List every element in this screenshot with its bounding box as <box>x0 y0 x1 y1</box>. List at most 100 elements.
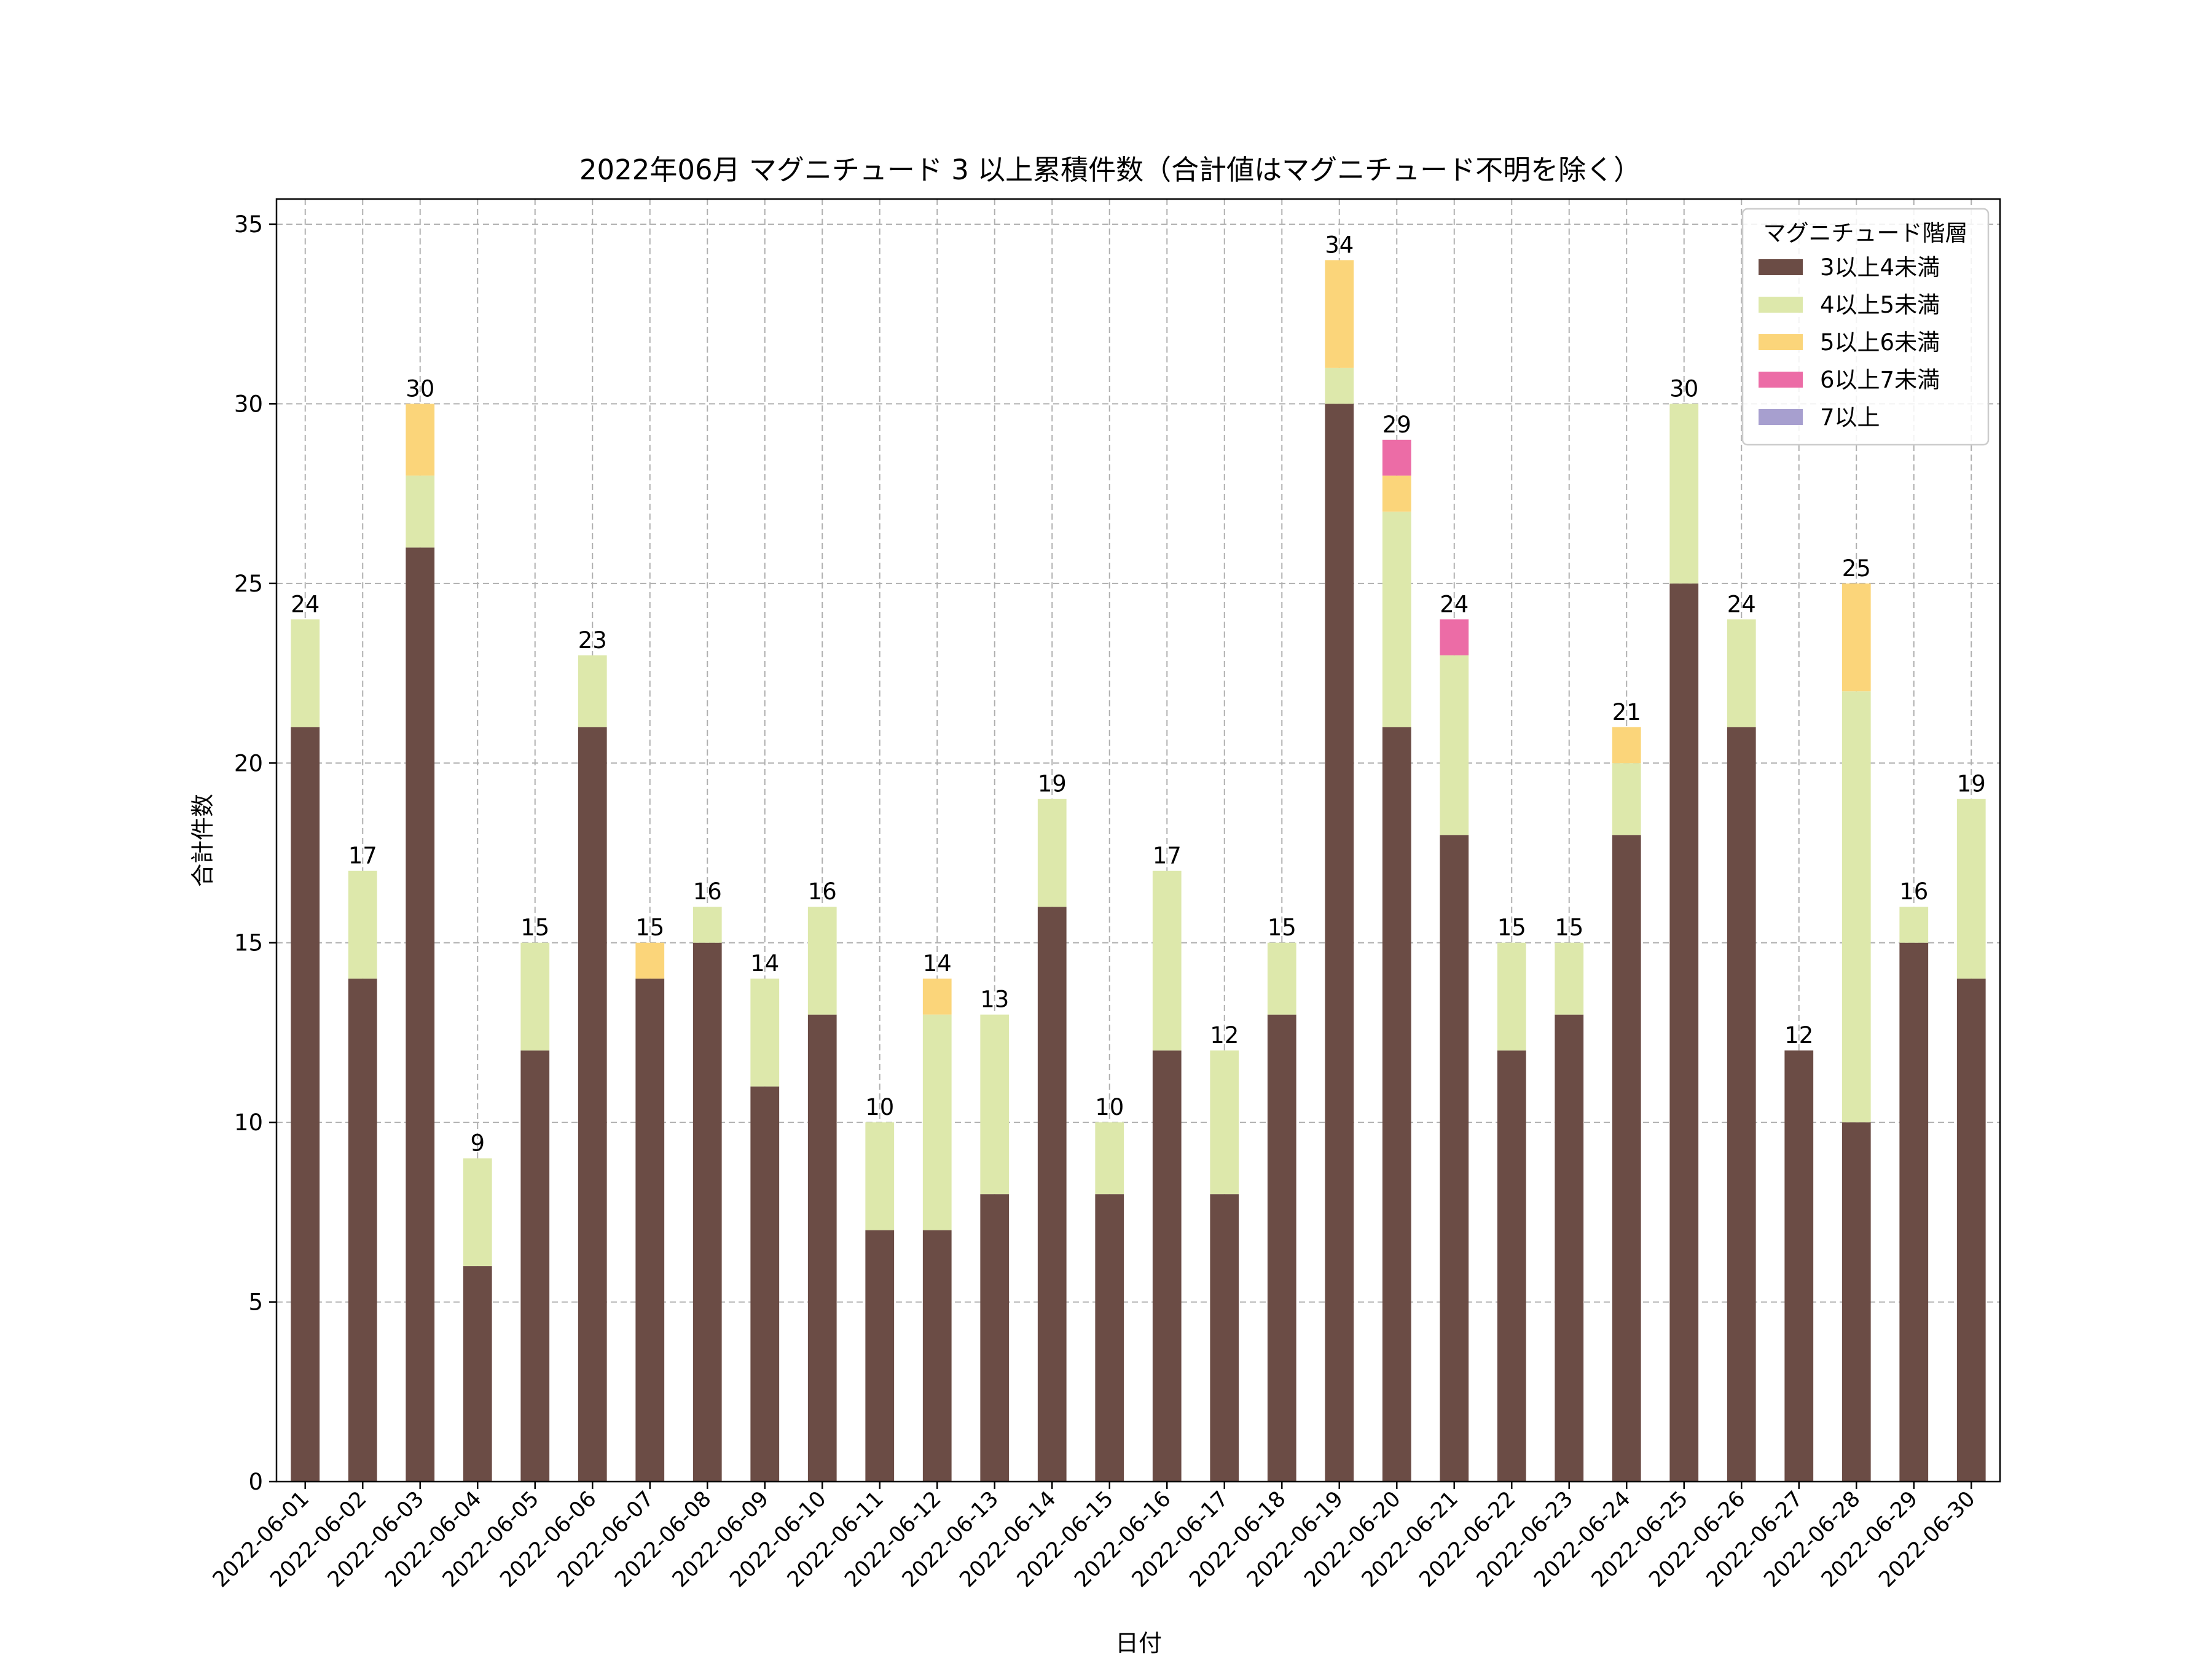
x-axis: 2022-06-012022-06-022022-06-032022-06-04… <box>208 1482 1980 1592</box>
bar-segment-series-2 <box>1555 942 1584 1015</box>
bar-segment-series-2 <box>1841 691 1871 1123</box>
bar-segment-series-2 <box>807 907 837 1015</box>
bar-total-label: 17 <box>348 843 377 869</box>
legend-swatch <box>1759 259 1803 275</box>
y-tick-label: 30 <box>234 391 263 417</box>
bar-segment-series-2 <box>980 1014 1010 1195</box>
y-tick-label: 25 <box>234 571 263 597</box>
y-tick-label: 5 <box>248 1289 263 1316</box>
bar-segment-series-2 <box>1612 763 1641 835</box>
bar-segment-series-2 <box>1267 942 1296 1015</box>
bar-segment-series-3 <box>406 404 435 476</box>
bar-segment-series-1 <box>635 979 665 1482</box>
bar-segment-series-2 <box>1152 870 1182 1051</box>
bar-segment-series-2 <box>520 942 550 1051</box>
bar-segment-series-3 <box>1325 260 1354 368</box>
bar-segment-series-1 <box>1267 1014 1296 1482</box>
bar-segment-series-4 <box>1440 619 1469 655</box>
bar-segment-series-1 <box>348 979 377 1482</box>
bar-total-label: 25 <box>1842 555 1871 582</box>
plot-frame <box>275 198 2001 1483</box>
bar-segment-series-1 <box>1152 1050 1182 1482</box>
bar-segment-series-1 <box>1727 727 1756 1482</box>
bar-segment-series-1 <box>406 547 435 1482</box>
bar-total-label: 15 <box>1268 915 1296 941</box>
legend-swatch <box>1759 334 1803 350</box>
bar-segment-series-2 <box>1210 1050 1239 1195</box>
bar-total-label: 34 <box>1325 232 1354 258</box>
bar-segment-series-3 <box>635 942 665 979</box>
bar-segment-series-2 <box>692 907 722 943</box>
bar-segment-series-2 <box>1095 1122 1124 1195</box>
bar-segment-series-2 <box>750 979 780 1087</box>
bar-segment-series-1 <box>980 1194 1010 1482</box>
bar-total-label: 21 <box>1612 699 1641 725</box>
bar-segment-series-2 <box>1382 511 1411 727</box>
bar-segment-series-1 <box>1382 727 1411 1482</box>
bar-segment-series-3 <box>922 979 952 1015</box>
bar-segment-series-1 <box>1440 835 1469 1482</box>
legend-label: 4以上5未満 <box>1820 292 1940 318</box>
bar-total-label: 15 <box>1497 915 1526 941</box>
bar-segment-series-1 <box>1210 1194 1239 1482</box>
bar-segment-series-1 <box>463 1266 492 1482</box>
bar-segment-series-1 <box>578 727 607 1482</box>
bar-segment-series-2 <box>865 1122 895 1230</box>
bar-segment-series-1 <box>1612 835 1641 1482</box>
bar-segment-series-2 <box>1440 655 1469 835</box>
bar-segment-series-2 <box>1899 907 1929 943</box>
bar-segment-series-1 <box>1497 1050 1526 1482</box>
bar-segment-series-2 <box>1727 619 1756 727</box>
bar-segment-series-2 <box>348 870 377 979</box>
bar-segment-series-1 <box>1095 1194 1124 1482</box>
bar-segment-series-1 <box>1899 942 1929 1482</box>
bar-total-label: 19 <box>1038 771 1067 797</box>
y-tick-label: 15 <box>234 930 263 956</box>
bar-segment-series-1 <box>1784 1050 1814 1482</box>
bar-segment-series-2 <box>406 475 435 548</box>
bar-total-label: 12 <box>1210 1022 1239 1049</box>
y-tick-label: 20 <box>234 750 263 776</box>
y-tick-label: 10 <box>234 1109 263 1136</box>
bar-segment-series-2 <box>1956 799 1986 979</box>
bar-segment-series-1 <box>807 1014 837 1482</box>
bar-segment-series-3 <box>1841 583 1871 692</box>
bar-segment-series-1 <box>865 1230 895 1482</box>
bar-segment-series-2 <box>1669 404 1699 584</box>
bar-total-label: 10 <box>1095 1094 1124 1120</box>
bar-total-label: 24 <box>1440 591 1469 617</box>
bar-segment-series-2 <box>1037 799 1067 907</box>
bar-segment-series-1 <box>692 942 722 1482</box>
bar-total-label: 16 <box>693 878 722 905</box>
bars-layer <box>291 260 1986 1482</box>
legend-entries: 3以上4未満 4以上5未満 5以上6未満 6以上7未満 7以上 <box>1759 254 1940 431</box>
y-tick-label: 0 <box>248 1469 263 1495</box>
bar-total-label: 12 <box>1784 1022 1813 1049</box>
legend-label: 5以上6未満 <box>1820 329 1940 356</box>
bar-segment-series-2 <box>922 1014 952 1230</box>
bar-segment-series-1 <box>291 727 320 1482</box>
legend-label: 3以上4未満 <box>1820 254 1940 281</box>
legend-label: 6以上7未満 <box>1820 367 1940 393</box>
bar-segment-series-1 <box>1325 404 1354 1482</box>
bar-segment-series-1 <box>520 1050 550 1482</box>
bar-total-label: 29 <box>1382 412 1411 438</box>
chart-title: 2022年06月 マグニチュード 3 以上累積件数（合計値はマグニチュード不明を… <box>579 154 1641 186</box>
bar-total-label: 24 <box>1727 591 1756 617</box>
bar-segment-series-1 <box>750 1086 780 1482</box>
bar-segment-series-1 <box>1555 1014 1584 1482</box>
bar-segment-series-1 <box>1669 583 1699 1482</box>
y-axis-label: 合計件数 <box>189 794 216 887</box>
x-axis-label: 日付 <box>1115 1630 1162 1657</box>
legend-swatch <box>1759 372 1803 388</box>
bar-total-label: 16 <box>808 878 837 905</box>
bar-total-label: 19 <box>1957 771 1986 797</box>
bar-total-label: 9 <box>470 1130 485 1157</box>
legend-box <box>1741 208 1990 446</box>
data-labels-layer: 24 17 30 9 15 23 15 16 14 16 10 14 13 19 10 17 12 15 34 29 2… <box>291 232 1986 1156</box>
bar-segment-series-2 <box>1325 367 1354 404</box>
bar-total-label: 13 <box>980 987 1009 1013</box>
bar-segment-series-1 <box>1956 979 1986 1482</box>
legend-title: マグニチュード階層 <box>1763 220 1968 246</box>
bar-segment-series-3 <box>1612 727 1641 764</box>
